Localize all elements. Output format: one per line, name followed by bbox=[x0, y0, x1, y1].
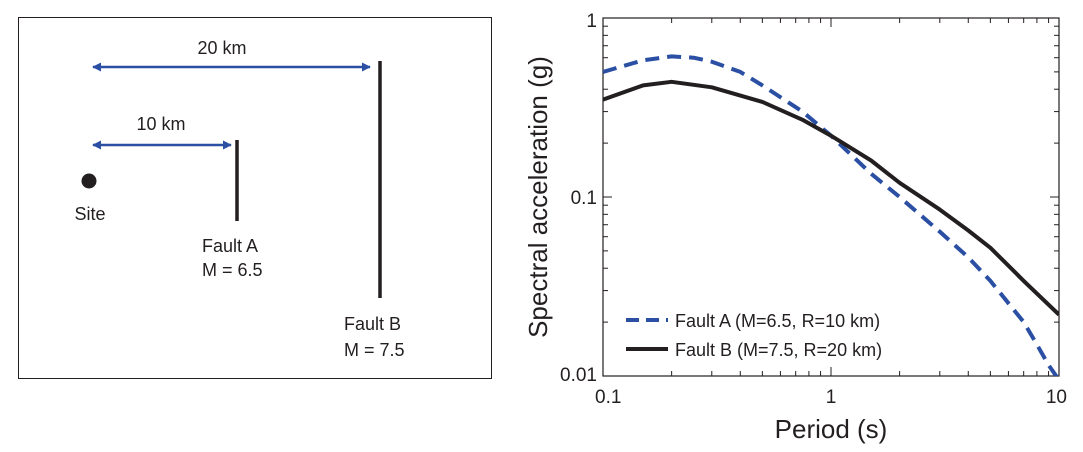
site-label: Site bbox=[74, 204, 105, 224]
legend: Fault A (M=6.5, R=10 km) Fault B (M=7.5,… bbox=[626, 311, 882, 360]
legend-label-fault-a: Fault A (M=6.5, R=10 km) bbox=[675, 311, 880, 331]
fault-b-magnitude: M = 7.5 bbox=[344, 340, 405, 360]
fault-b-name: Fault B bbox=[344, 314, 401, 334]
distance-label-20km: 20 km bbox=[197, 38, 246, 58]
y-tick-label: 0.1 bbox=[571, 188, 597, 209]
y-axis-title: Spectral acceleration (g) bbox=[523, 56, 553, 338]
x-tick-label: 10 bbox=[1046, 387, 1067, 408]
x-axis-title: Period (s) bbox=[775, 414, 888, 444]
x-tick-label: 1 bbox=[826, 387, 837, 408]
fault-a-name: Fault A bbox=[202, 236, 258, 256]
y-tick-label: 0.01 bbox=[560, 365, 597, 386]
map-frame bbox=[18, 17, 492, 379]
legend-label-fault-b: Fault B (M=7.5, R=20 km) bbox=[675, 340, 882, 360]
site-marker bbox=[81, 173, 97, 189]
series-line-fault-a bbox=[603, 54, 1059, 376]
series-line-fault-b bbox=[603, 79, 1059, 317]
fault-a-magnitude: M = 6.5 bbox=[202, 260, 263, 280]
x-tick-label: 0.1 bbox=[595, 387, 621, 408]
y-tick-label: 1 bbox=[586, 11, 597, 32]
distance-label-10km: 10 km bbox=[136, 114, 185, 134]
